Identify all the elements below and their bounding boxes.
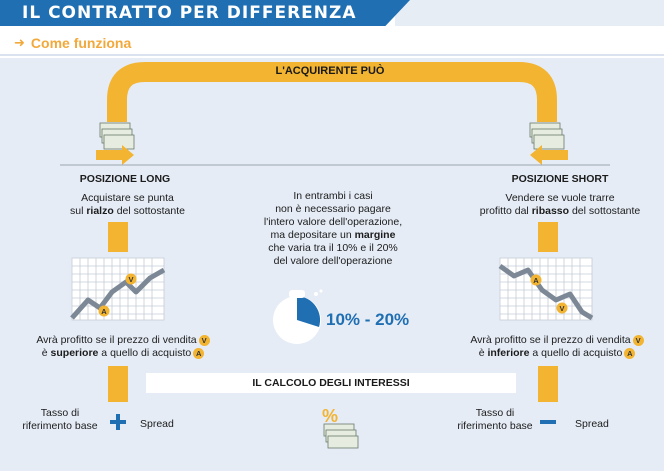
badge-a: A	[624, 347, 636, 359]
short-description: Vendere se vuole trarre profitto dal rib…	[460, 192, 660, 218]
short-desc-post: del sottostante	[569, 205, 641, 217]
short-desc-line2: profitto dal ribasso del sottostante	[460, 205, 660, 218]
title-bar-background	[395, 0, 664, 26]
short-chart-line	[498, 263, 594, 321]
short-profit-line2: è inferiore a quello di acquisto A	[450, 347, 664, 360]
long-desc-bold: rialzo	[86, 205, 114, 217]
long-desc-line1: Acquistare se punta	[81, 192, 174, 204]
percent-money-icon: %	[322, 406, 359, 449]
center-line2: non è necessario pagare	[275, 203, 391, 215]
percent-symbol: %	[322, 406, 338, 426]
short-badge-a	[530, 274, 542, 286]
badge-v: V	[632, 334, 644, 346]
long-chart-line	[70, 267, 166, 320]
center-line1: In entrambi i casi	[293, 190, 373, 202]
money-stack-left-icon	[96, 122, 135, 165]
short-profit-pre: è	[478, 347, 488, 359]
long-profit-line1-text: Avrà profitto se il prezzo di vendita	[36, 334, 197, 346]
long-profit-line2: è superiore a quello di acquisto A	[18, 347, 228, 360]
long-formula-right: Spread	[140, 418, 174, 430]
margin-percent: 10% - 20%	[326, 310, 410, 329]
plus-icon	[110, 414, 126, 430]
connector-short-2	[538, 366, 558, 402]
top-arc-connector	[107, 62, 557, 122]
center-line4: ma depositare un margine	[248, 229, 418, 242]
long-description: Acquistare se punta sul rialzo del sotto…	[40, 192, 215, 218]
position-long-title: POSIZIONE LONG	[79, 173, 171, 185]
badge-v: V	[198, 334, 210, 346]
margin-pie-icon	[273, 289, 323, 344]
long-profit-post: a quello di acquisto	[98, 347, 192, 359]
long-badge-v	[125, 273, 137, 285]
long-desc-pre: sul	[70, 205, 87, 217]
short-badge-v-text: V	[559, 304, 564, 313]
long-profit-pre: è	[41, 347, 51, 359]
minus-icon	[540, 420, 556, 424]
page-title: IL CONTRATTO PER DIFFERENZA	[0, 0, 410, 26]
long-badge-v-text: V	[128, 275, 133, 284]
interest-calc-label: IL CALCOLO DEGLI INTERESSI	[146, 373, 516, 393]
long-desc-post: del sottostante	[113, 205, 185, 217]
long-profit-bold: superiore	[50, 347, 99, 359]
subtitle-text: Come funziona	[30, 35, 132, 51]
long-desc-line2: sul rialzo del sottostante	[40, 205, 215, 218]
center-line5: che varia tra il 10% e il 20%	[268, 242, 398, 254]
short-profit-line1: Avrà profitto se il prezzo di vendita V	[450, 334, 664, 347]
connector-long-1	[108, 222, 128, 252]
center-line3: l'intero valore dell'operazione,	[263, 216, 403, 228]
connector-short-1	[538, 222, 558, 252]
subtitle-divider	[0, 54, 664, 56]
short-desc-pre: profitto dal	[479, 205, 532, 217]
long-badge-a-text: A	[101, 307, 107, 316]
arrow-right-icon: ➜	[14, 35, 25, 50]
short-desc-line1: Vendere se vuole trarre	[505, 192, 615, 204]
short-desc-bold: ribasso	[531, 205, 570, 217]
short-profit-text: Avrà profitto se il prezzo di vendita V è…	[450, 334, 664, 360]
short-badge-a-text: A	[533, 276, 539, 285]
connector-long-2	[108, 366, 128, 402]
long-profit-line1: Avrà profitto se il prezzo di vendita V	[18, 334, 228, 347]
center-line6: del valore dell'operazione	[273, 255, 393, 267]
position-short-title: POSIZIONE SHORT	[511, 173, 609, 185]
long-formula-left: Tasso di riferimento base	[22, 407, 98, 432]
long-badge-a	[98, 305, 110, 317]
short-formula-left: Tasso di riferimento base	[457, 407, 533, 432]
money-stack-right-icon	[529, 122, 568, 165]
center-line4-bold: margine	[354, 229, 396, 241]
short-profit-bold: inferiore	[487, 347, 530, 359]
center-description: In entrambi i casi non è necessario paga…	[248, 190, 418, 268]
short-formula-right: Spread	[575, 418, 609, 430]
badge-a: A	[193, 347, 205, 359]
short-badge-v	[556, 302, 568, 314]
center-line4-pre: ma depositare un	[270, 229, 355, 241]
top-label: L'ACQUIRENTE PUÒ	[275, 65, 385, 77]
short-profit-post: a quello di acquisto	[529, 347, 623, 359]
section-subtitle: ➜ Come funziona	[14, 34, 131, 52]
short-profit-line1-text: Avrà profitto se il prezzo di vendita	[470, 334, 631, 346]
long-profit-text: Avrà profitto se il prezzo di vendita V è…	[18, 334, 228, 360]
